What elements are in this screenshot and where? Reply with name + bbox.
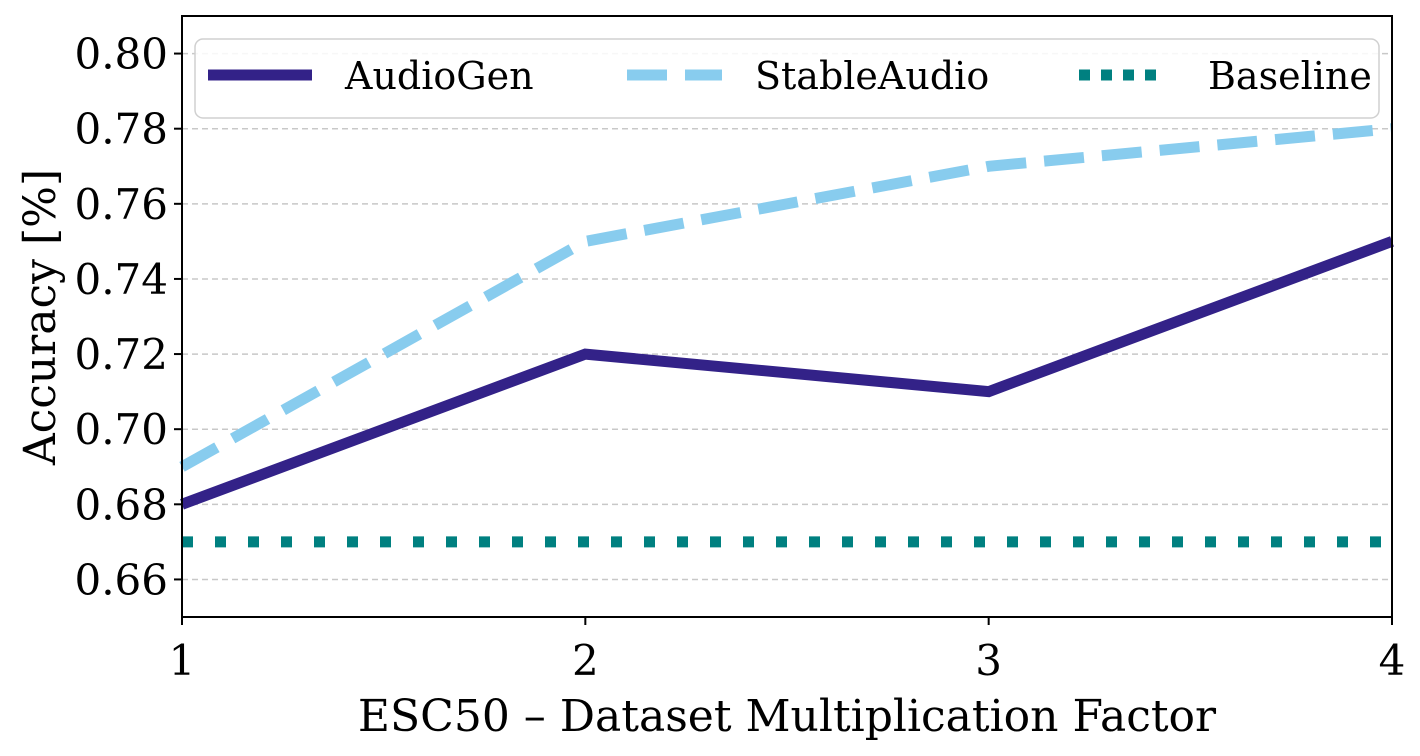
legend-box	[194, 38, 1380, 119]
x-tick-label: 4	[1379, 636, 1406, 685]
series-lines	[179, 123, 1394, 548]
legend: AudioGen StableAudio Baseline	[194, 38, 1380, 119]
y-tick-label: 0.78	[74, 105, 168, 154]
y-tick-label: 0.68	[74, 480, 168, 529]
series-line-stableaudio	[179, 123, 1393, 472]
x-axis-ticks: 1 2 3 4	[169, 617, 1406, 685]
x-axis-title: ESC50 – Dataset Multiplication Factor	[358, 691, 1217, 742]
y-tick-label: 0.72	[74, 330, 168, 379]
y-tick-label: 0.76	[74, 180, 168, 229]
legend-label-stableaudio: StableAudio	[755, 54, 989, 98]
x-tick-label: 2	[572, 636, 599, 685]
legend-label-baseline: Baseline	[1208, 54, 1372, 98]
y-axis-ticks: 0.66 0.68 0.70 0.72 0.74 0.76 0.78 0.80	[74, 30, 182, 604]
y-tick-label: 0.80	[74, 30, 168, 79]
y-tick-label: 0.74	[74, 255, 168, 304]
x-tick-label: 1	[169, 636, 196, 685]
y-tick-label: 0.70	[74, 405, 168, 454]
x-tick-label: 3	[975, 636, 1002, 685]
y-tick-label: 0.66	[74, 555, 168, 604]
series-line-audiogen	[180, 236, 1394, 510]
legend-label-audiogen: AudioGen	[344, 54, 534, 98]
plot-frame	[181, 15, 1393, 618]
y-axis-title: Accuracy [%]	[15, 169, 66, 466]
